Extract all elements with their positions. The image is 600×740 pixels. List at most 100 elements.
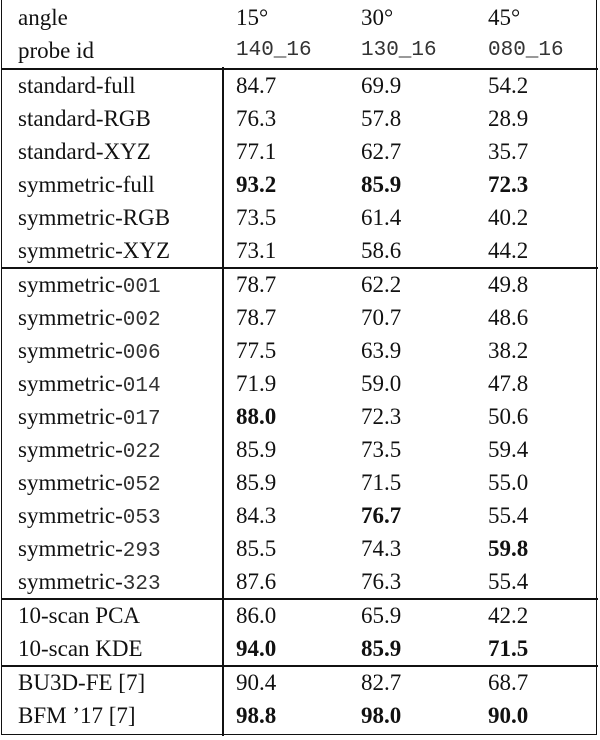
row-label-text: symmetric- [18, 272, 123, 297]
row-label-text: symmetric-full [18, 172, 155, 197]
value-cell: 55.4 [488, 503, 529, 528]
row-label: symmetric-017 [18, 400, 161, 433]
row-label-code: 022 [122, 441, 161, 464]
row-label: symmetric-052 [18, 466, 161, 499]
value-cell: 69.9 [361, 73, 402, 98]
value-cell: 90.4 [236, 670, 277, 695]
value-cell: 38.2 [488, 338, 529, 363]
row-label: symmetric-002 [18, 301, 161, 334]
value-cell: 71.5 [488, 636, 529, 661]
value-cell: 78.7 [236, 305, 277, 330]
value-cell: 77.5 [236, 338, 277, 363]
group-rule [1, 598, 598, 600]
row-label: symmetric-full [18, 168, 155, 201]
value-cell: 61.4 [361, 205, 402, 230]
row-label-text: standard-RGB [18, 106, 151, 131]
row-label-text: symmetric- [18, 404, 123, 429]
value-cell: 73.5 [361, 437, 402, 462]
row-label-text: symmetric- [18, 470, 123, 495]
value-cell: 73.5 [236, 205, 277, 230]
row-label: 10-scan KDE [18, 632, 143, 665]
value-cell: 65.9 [361, 603, 402, 628]
value-cell: 44.2 [488, 238, 529, 263]
group-rule [1, 68, 598, 70]
value-cell: 72.3 [488, 172, 529, 197]
value-cell: 85.9 [361, 172, 402, 197]
value-cell: 84.3 [236, 503, 277, 528]
row-label-code: 002 [122, 309, 161, 332]
value-cell: 85.9 [236, 470, 277, 495]
row-label-text: symmetric- [18, 338, 123, 363]
row-label: symmetric-RGB [18, 201, 170, 234]
value-cell: 57.8 [361, 106, 402, 131]
value-cell: 73.1 [236, 238, 277, 263]
row-label: symmetric-001 [18, 268, 161, 301]
value-cell: 59.4 [488, 437, 529, 462]
value-cell: 71.5 [361, 470, 402, 495]
value-cell: 49.8 [488, 272, 529, 297]
value-cell: 90.0 [488, 703, 529, 728]
row-label: BFM ’17 [7] [18, 699, 136, 732]
row-label: symmetric-006 [18, 334, 161, 367]
header-cell: angle [18, 5, 68, 30]
column-rule [222, 67, 224, 736]
value-cell: 35.7 [488, 139, 529, 164]
row-label-text: symmetric- [18, 305, 123, 330]
value-cell: 93.2 [236, 172, 277, 197]
value-cell: 68.7 [488, 670, 529, 695]
value-cell: 47.8 [488, 371, 529, 396]
row-label: 10-scan PCA [18, 599, 140, 632]
value-cell: 85.9 [361, 636, 402, 661]
value-cell: 87.6 [236, 569, 277, 594]
value-cell: 86.0 [236, 603, 277, 628]
header-cell: 45° [488, 5, 521, 30]
group-rule [1, 267, 598, 269]
value-cell: 58.6 [361, 238, 402, 263]
row-label-text: standard-XYZ [18, 139, 151, 164]
value-cell: 76.3 [361, 569, 402, 594]
row-label-text: BFM ’17 [7] [18, 703, 136, 728]
row-label-code: 001 [122, 276, 161, 299]
value-cell: 62.7 [361, 139, 402, 164]
value-cell: 55.4 [488, 569, 529, 594]
row-label-code: 017 [122, 408, 161, 431]
value-cell: 84.7 [236, 73, 277, 98]
header-cell: probe id [18, 38, 95, 63]
row-label-code: 323 [122, 573, 161, 596]
row-label-text: 10-scan KDE [18, 636, 143, 661]
value-cell: 77.1 [236, 139, 277, 164]
value-cell: 76.3 [236, 106, 277, 131]
header-cell: 130_16 [361, 39, 437, 62]
row-label: symmetric-XYZ [18, 234, 170, 267]
row-label-code: 052 [122, 474, 161, 497]
row-label: standard-RGB [18, 102, 151, 135]
value-cell: 98.8 [236, 703, 277, 728]
row-label-text: standard-full [18, 73, 136, 98]
row-label: symmetric-014 [18, 367, 161, 400]
value-cell: 63.9 [361, 338, 402, 363]
value-cell: 82.7 [361, 670, 402, 695]
row-label: standard-XYZ [18, 135, 151, 168]
value-cell: 42.2 [488, 603, 529, 628]
group-rule [1, 665, 598, 667]
value-cell: 88.0 [236, 404, 277, 429]
row-label-text: symmetric- [18, 503, 123, 528]
value-cell: 28.9 [488, 106, 529, 131]
row-label-text: BU3D-FE [7] [18, 670, 146, 695]
row-label-text: symmetric-XYZ [18, 238, 171, 263]
header-cell: 15° [236, 5, 269, 30]
value-cell: 62.2 [361, 272, 402, 297]
row-label: symmetric-323 [18, 565, 161, 598]
row-label: symmetric-053 [18, 499, 161, 532]
row-label-text: symmetric-RGB [18, 205, 171, 230]
value-cell: 54.2 [488, 73, 529, 98]
value-cell: 48.6 [488, 305, 529, 330]
value-cell: 74.3 [361, 536, 402, 561]
value-cell: 98.0 [361, 703, 402, 728]
value-cell: 94.0 [236, 636, 277, 661]
row-label: BU3D-FE [7] [18, 666, 145, 699]
value-cell: 71.9 [236, 371, 277, 396]
value-cell: 40.2 [488, 205, 529, 230]
